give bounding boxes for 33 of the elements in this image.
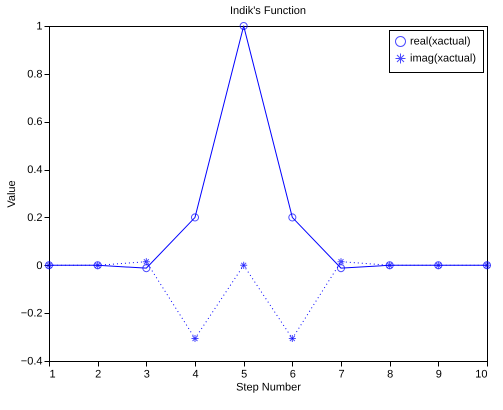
y-tick-label: 0.2	[27, 212, 42, 224]
x-tick-label: 3	[144, 368, 150, 380]
y-axis-title: Value	[6, 180, 18, 208]
point	[336, 258, 346, 266]
x-tick-label: 1	[50, 368, 56, 380]
y-tick-label: 0.6	[27, 116, 42, 128]
x-tick-label: 9	[436, 368, 442, 380]
x-tick-label: 8	[387, 368, 394, 380]
legend-label: imag(xactual)	[410, 52, 476, 64]
point	[240, 22, 248, 30]
x-tick-label: 6	[290, 368, 296, 380]
point	[190, 334, 200, 343]
x-tick-label: 7	[338, 368, 345, 380]
y-tick-label: −0.2	[20, 308, 42, 320]
x-tick-label: 4	[192, 368, 199, 380]
point	[288, 213, 296, 222]
point	[288, 334, 296, 343]
x-tick-label: 5	[241, 368, 248, 380]
point	[190, 213, 200, 222]
point	[240, 261, 248, 270]
chart-title: Indik's Function	[230, 5, 306, 17]
y-tick-label: −0.4	[20, 356, 42, 368]
point	[336, 264, 346, 272]
y-tick-label: 0.8	[27, 68, 42, 80]
x-tick-label: 2	[95, 368, 102, 380]
x-axis-title: Step Number	[236, 382, 302, 394]
x-tick-label: 10	[475, 368, 488, 380]
point	[142, 258, 150, 266]
y-tick-label: 1	[36, 20, 42, 32]
legend-label: real(xactual)	[410, 36, 471, 48]
y-tick-label: 0.4	[27, 164, 42, 176]
y-tick-label: 0	[36, 260, 42, 272]
point	[142, 264, 150, 272]
